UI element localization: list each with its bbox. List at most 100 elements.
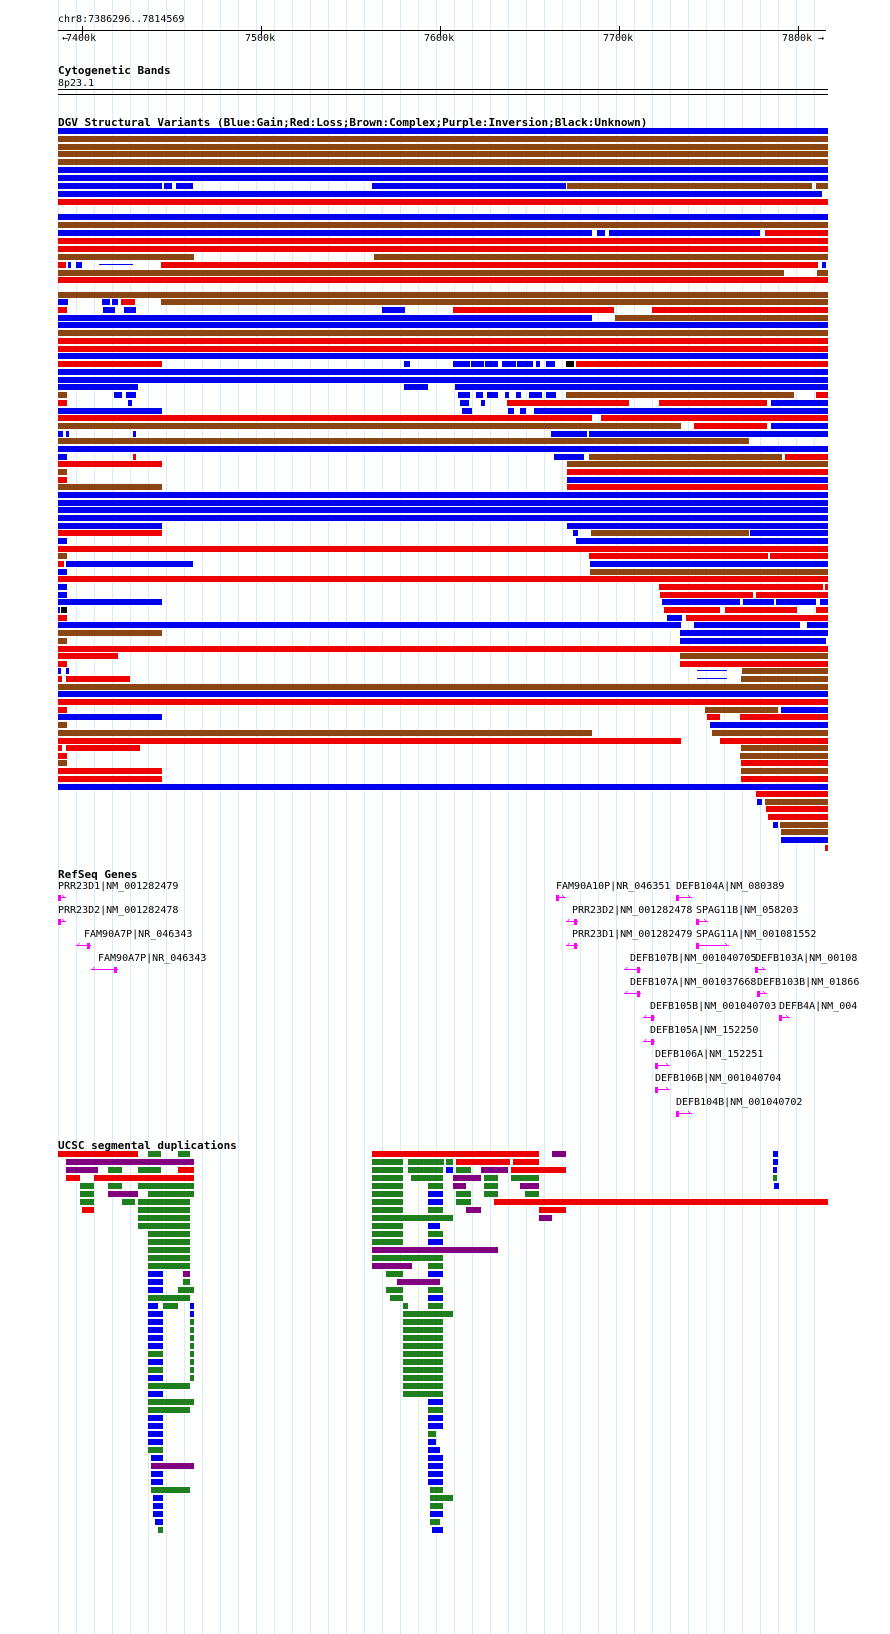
segdup-feature[interactable] [190, 1303, 194, 1309]
segdup-feature[interactable] [390, 1295, 403, 1301]
segdup-feature[interactable] [539, 1215, 552, 1221]
dgv-variant[interactable] [576, 361, 828, 367]
segdup-feature[interactable] [774, 1183, 779, 1189]
segdup-feature[interactable] [148, 1423, 163, 1429]
dgv-variant[interactable] [781, 837, 828, 843]
segdup-feature[interactable] [151, 1463, 194, 1469]
dgv-variant[interactable] [694, 622, 800, 628]
segdup-feature[interactable] [148, 1319, 163, 1325]
segdup-feature[interactable] [403, 1335, 443, 1341]
segdup-feature[interactable] [403, 1375, 443, 1381]
segdup-feature[interactable] [428, 1239, 443, 1245]
dgv-variant[interactable] [58, 599, 162, 605]
dgv-variant[interactable] [58, 753, 67, 759]
segdup-feature[interactable] [148, 1415, 163, 1421]
dgv-variant[interactable] [756, 592, 828, 598]
segdup-feature[interactable] [403, 1327, 443, 1333]
dgv-variant[interactable] [58, 222, 828, 228]
segdup-feature[interactable] [511, 1175, 539, 1181]
dgv-variant[interactable] [58, 722, 67, 728]
dgv-variant[interactable] [58, 230, 592, 236]
segdup-feature[interactable] [428, 1271, 443, 1277]
segdup-feature[interactable] [148, 1295, 190, 1301]
segdup-feature[interactable] [190, 1335, 194, 1341]
dgv-variant[interactable] [66, 668, 69, 674]
dgv-variant[interactable] [567, 183, 812, 189]
segdup-feature[interactable] [148, 1239, 190, 1245]
dgv-variant[interactable] [58, 136, 828, 142]
dgv-variant[interactable] [597, 230, 605, 236]
dgv-variant[interactable] [133, 431, 136, 437]
segdup-feature[interactable] [428, 1303, 443, 1309]
dgv-variant[interactable] [58, 469, 67, 475]
dgv-variant[interactable] [58, 768, 162, 774]
segdup-feature[interactable] [456, 1199, 471, 1205]
dgv-variant[interactable] [128, 400, 132, 406]
segdup-feature[interactable] [153, 1495, 163, 1501]
dgv-variant[interactable] [58, 392, 67, 398]
segdup-feature[interactable] [453, 1183, 466, 1189]
segdup-feature[interactable] [408, 1167, 443, 1173]
dgv-variant[interactable] [58, 607, 60, 613]
dgv-variant[interactable] [471, 361, 484, 367]
segdup-feature[interactable] [539, 1207, 566, 1213]
dgv-variant[interactable] [58, 730, 592, 736]
dgv-variant[interactable] [453, 307, 614, 313]
segdup-feature[interactable] [372, 1263, 412, 1269]
dgv-variant[interactable] [58, 561, 64, 567]
segdup-feature[interactable] [428, 1439, 436, 1445]
gene-glyph[interactable]: › [58, 892, 66, 903]
segdup-feature[interactable] [80, 1191, 94, 1197]
gene-label[interactable]: DEFB107B|NM_001040705 [630, 953, 757, 964]
dgv-variant[interactable] [505, 392, 509, 398]
dgv-variant[interactable] [460, 400, 469, 406]
dgv-variant[interactable] [103, 307, 115, 313]
segdup-feature[interactable] [430, 1495, 453, 1501]
dgv-variant[interactable] [58, 400, 67, 406]
dgv-variant[interactable] [58, 484, 162, 490]
segdup-feature[interactable] [148, 1343, 163, 1349]
segdup-feature[interactable] [148, 1263, 190, 1269]
dgv-variant[interactable] [609, 230, 760, 236]
dgv-variant[interactable] [686, 615, 828, 621]
dgv-variant[interactable] [58, 714, 162, 720]
dgv-variant[interactable] [566, 361, 574, 367]
segdup-feature[interactable] [403, 1343, 443, 1349]
dgv-variant[interactable] [546, 392, 556, 398]
segdup-feature[interactable] [513, 1159, 539, 1165]
segdup-feature[interactable] [148, 1447, 163, 1453]
dgv-variant[interactable] [667, 615, 682, 621]
dgv-variant[interactable] [58, 415, 592, 421]
dgv-variant[interactable] [567, 469, 828, 475]
segdup-feature[interactable] [148, 1407, 190, 1413]
dgv-variant[interactable] [589, 431, 828, 437]
dgv-variant[interactable] [750, 530, 828, 536]
dgv-variant[interactable] [76, 262, 82, 268]
dgv-variant[interactable] [822, 262, 826, 268]
dgv-variant[interactable] [825, 584, 828, 590]
gene-label[interactable]: PRR23D2|NM_001282478 [572, 905, 693, 916]
dgv-variant[interactable] [126, 392, 136, 398]
segdup-feature[interactable] [484, 1175, 498, 1181]
segdup-feature[interactable] [190, 1343, 194, 1349]
dgv-variant[interactable] [58, 622, 681, 628]
segdup-feature[interactable] [428, 1447, 440, 1453]
dgv-variant[interactable] [382, 307, 405, 313]
dgv-variant[interactable] [785, 454, 828, 460]
dgv-variant[interactable] [765, 230, 828, 236]
dgv-variant[interactable] [58, 592, 67, 598]
segdup-feature[interactable] [153, 1511, 163, 1517]
segdup-feature[interactable] [428, 1423, 443, 1429]
dgv-variant[interactable] [765, 799, 828, 805]
segdup-feature[interactable] [446, 1159, 453, 1165]
dgv-variant[interactable] [740, 714, 828, 720]
segdup-feature[interactable] [148, 1151, 161, 1157]
dgv-variant[interactable] [58, 322, 828, 328]
dgv-variant[interactable] [773, 822, 778, 828]
dgv-variant[interactable] [58, 214, 828, 220]
segdup-feature[interactable] [148, 1439, 163, 1445]
segdup-feature[interactable] [372, 1199, 403, 1205]
segdup-feature[interactable] [403, 1391, 428, 1397]
dgv-variant[interactable] [58, 128, 828, 134]
dgv-variant[interactable] [58, 299, 68, 305]
